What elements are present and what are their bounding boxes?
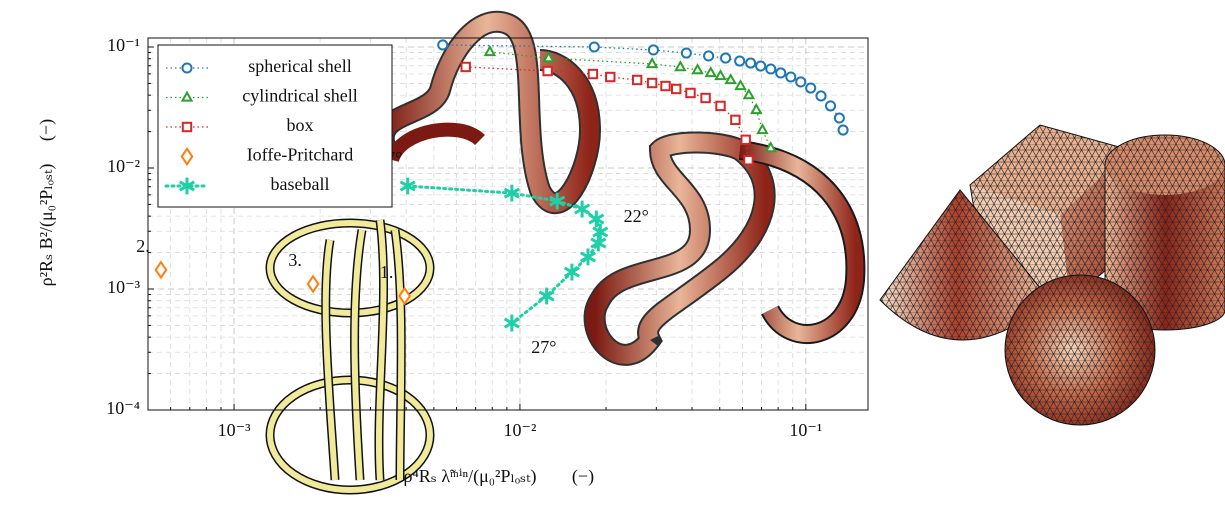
legend-label: cylindrical shell xyxy=(242,86,357,106)
figure: 10⁻³10⁻²10⁻¹10⁻⁴10⁻³10⁻²10⁻¹ 2.3.1.17°22… xyxy=(0,0,1225,516)
marker xyxy=(776,68,785,77)
legend: spherical shell cylindrical shell box Ioffe… xyxy=(158,45,392,207)
y-axis-label: ρ²Rₛ B²/(μ₀²Pₗₒₛₜ) xyxy=(36,164,57,287)
marker xyxy=(589,70,597,78)
marker xyxy=(543,67,551,75)
marker xyxy=(438,40,447,49)
marker xyxy=(704,51,713,60)
marker xyxy=(686,89,694,97)
point-label: 2. xyxy=(136,236,150,256)
legend-label: spherical shell xyxy=(248,56,351,76)
x-tick-label: 10⁻³ xyxy=(218,420,252,440)
legend-label: Ioffe-Pritchard xyxy=(247,145,354,165)
marker xyxy=(672,85,680,93)
legend-label: baseball xyxy=(271,174,330,194)
marker xyxy=(648,79,656,87)
point-label: 1. xyxy=(380,262,394,282)
y-tick-label: 10⁻² xyxy=(107,156,140,176)
angle-annotation: 27° xyxy=(531,337,556,357)
x-tick-label: 10⁻¹ xyxy=(789,420,822,440)
legend-label: box xyxy=(287,115,314,135)
y-tick-label: 10⁻¹ xyxy=(107,35,140,55)
marker xyxy=(716,102,724,110)
marker xyxy=(741,136,749,144)
marker xyxy=(806,83,815,92)
marker xyxy=(835,113,844,122)
marker xyxy=(839,125,848,134)
page: {"chart_data": { "type": "line", "x_labe… xyxy=(0,0,1225,516)
marker xyxy=(766,64,775,73)
marker xyxy=(816,91,825,100)
marker xyxy=(590,42,599,51)
marker xyxy=(183,123,191,131)
y-axis-unit: (−) xyxy=(36,119,57,141)
y-tick-label: 10⁻³ xyxy=(107,277,141,297)
x-axis-label: ρ⁴Rₛ λ̃ᵐⁱⁿ/(μ₀²Pₗₒₛₜ) xyxy=(403,466,536,487)
marker xyxy=(633,76,641,84)
marker xyxy=(746,58,755,67)
marker xyxy=(826,101,835,110)
marker xyxy=(721,54,730,63)
marker xyxy=(701,94,709,102)
angle-annotation: 22° xyxy=(624,206,649,226)
sphere-mesh xyxy=(1005,275,1155,425)
marker xyxy=(735,56,744,65)
marker xyxy=(661,82,669,90)
marker xyxy=(756,62,765,71)
x-tick-label: 10⁻² xyxy=(503,420,536,440)
mesh-illustrations xyxy=(880,125,1225,425)
marker xyxy=(731,116,739,124)
marker xyxy=(461,63,469,71)
marker xyxy=(796,77,805,86)
y-tick-label: 10⁻⁴ xyxy=(106,398,140,418)
marker xyxy=(182,63,191,72)
x-axis-unit: (−) xyxy=(572,466,594,487)
marker xyxy=(682,48,691,57)
point-label: 3. xyxy=(288,250,302,270)
marker xyxy=(606,73,614,81)
marker xyxy=(649,45,658,54)
marker xyxy=(744,156,752,164)
marker xyxy=(786,72,795,81)
